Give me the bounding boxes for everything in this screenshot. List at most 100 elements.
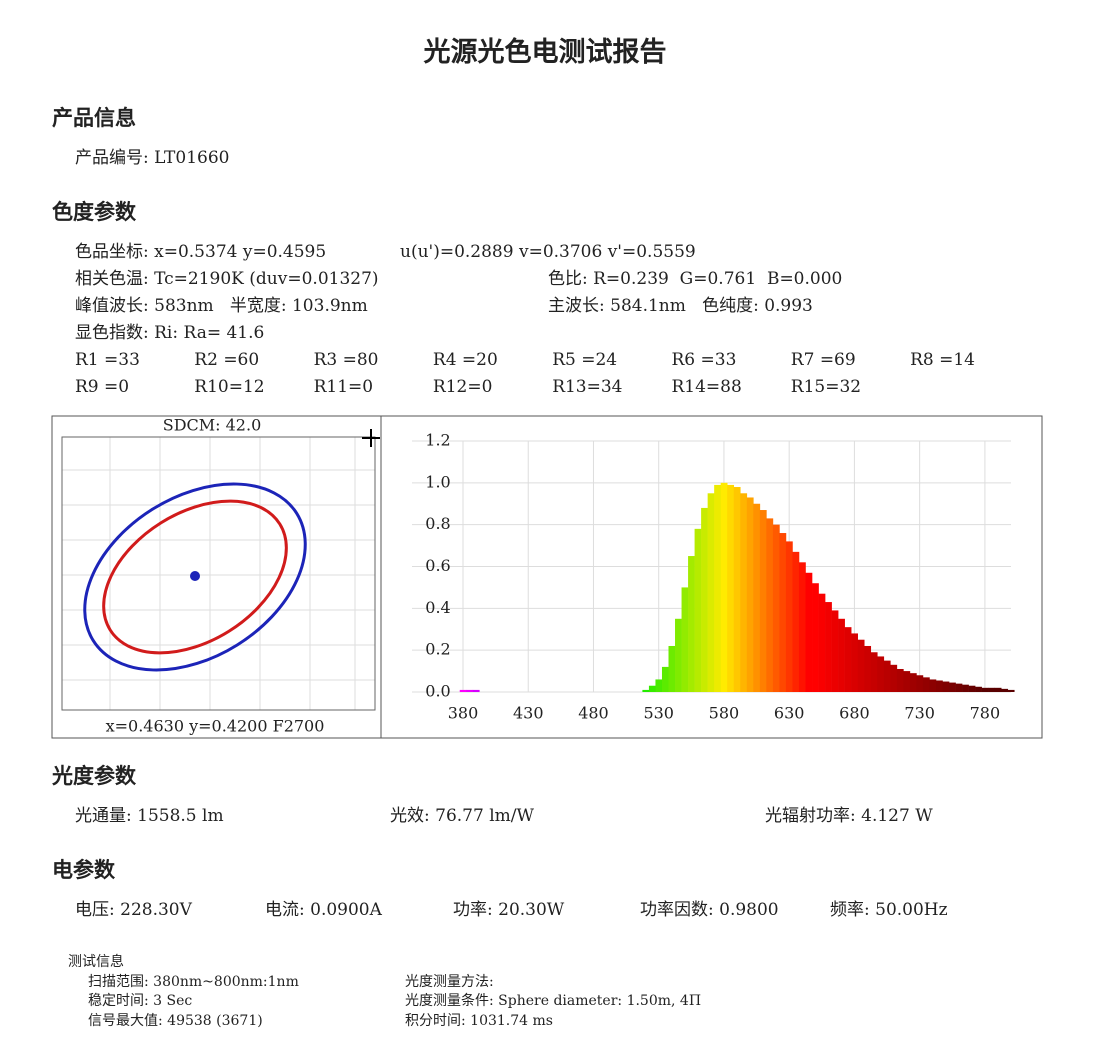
spectrum-bar: [883, 660, 891, 692]
spectrum-bar: [688, 556, 695, 692]
y-tick-label: 1.0: [425, 472, 450, 491]
spectrum-bar: [701, 507, 708, 692]
spectrum-bar: [877, 656, 885, 692]
spectrum-bar: [714, 484, 721, 692]
spectrum-bar: [962, 684, 969, 692]
param-line: 光通量: 1558.5 lm: [75, 806, 224, 826]
info-line: 信号最大值: 49538 (3671): [88, 1013, 263, 1029]
info-heading: 测试信息: [68, 954, 124, 970]
sdcm-title: SDCM: 42.0: [163, 416, 262, 435]
spectrum-bar: [675, 618, 682, 692]
spectrum-bar: [949, 682, 956, 692]
param-line: 电压: 228.30V: [75, 900, 192, 920]
y-tick-label: 0.8: [425, 514, 450, 533]
ri-value: R3 =80: [313, 350, 379, 370]
param-line: 显色指数: Ri: Ra= 41.6: [75, 323, 265, 343]
param-line: 电流: 0.0900A: [265, 900, 382, 920]
info-line: 光度测量条件: Sphere diameter: 1.50m, 4Π: [405, 993, 702, 1009]
spectrum-bar: [994, 687, 1002, 692]
sdcm-caption: x=0.4630 y=0.4200 F2700: [106, 717, 325, 736]
param-line: 光辐射功率: 4.127 W: [765, 806, 933, 826]
spectrum-bar: [466, 689, 474, 692]
param-line: 相关色温: Tc=2190K (duv=0.01327): [75, 269, 379, 289]
info-line: 扫描范围: 380nm~800nm:1nm: [88, 974, 299, 990]
param-line: 功率因数: 0.9800: [640, 900, 779, 920]
spectrum-bar: [896, 668, 904, 692]
spectrum-bar: [694, 528, 702, 692]
spectrum-bar: [1001, 688, 1009, 692]
spectrum-bar: [753, 503, 761, 692]
spectrum-bar: [916, 675, 924, 692]
x-tick-label: 680: [839, 704, 870, 723]
spectrum-bar: [772, 524, 780, 692]
param-line: 峰值波长: 583nm 半宽度: 103.9nm: [75, 296, 368, 316]
param-line: u(u')=0.2889 v=0.3706 v'=0.5559: [400, 242, 696, 262]
y-tick-label: 1.2: [425, 431, 450, 450]
spectrum-bar: [988, 687, 995, 692]
section-heading: 产品信息: [52, 106, 136, 130]
sdcm-grid: [62, 437, 375, 710]
spectrum-bar: [707, 493, 715, 692]
info-line: 稳定时间: 3 Sec: [88, 993, 193, 1009]
spectrum-bar: [838, 618, 845, 692]
x-tick-label: 780: [970, 704, 1001, 723]
report-title: 光源光色电测试报告: [423, 37, 667, 68]
param-line: 色比: R=0.239 G=0.761 B=0.000: [548, 269, 843, 289]
spectrum-bar: [798, 562, 806, 692]
ri-value: R10=12: [194, 377, 265, 397]
spectrum-bar: [459, 689, 467, 692]
ri-value: R6 =33: [671, 350, 737, 370]
spectrum-bar: [825, 602, 832, 692]
spectrum-bar: [642, 689, 650, 692]
chart-frame: [51, 415, 1043, 739]
spectrum-bar: [812, 583, 819, 692]
spectrum-bar: [681, 587, 689, 692]
param-line: 色品坐标: x=0.5374 y=0.4595: [75, 242, 327, 262]
spectrum-bar: [648, 685, 656, 692]
spectrum-bar: [472, 689, 480, 692]
y-tick-label: 0.2: [425, 640, 450, 659]
spectrum-bar: [668, 645, 676, 692]
ri-value: R1 =33: [75, 350, 140, 370]
ri-value: R7 =69: [790, 350, 856, 370]
spectrum-bar: [929, 679, 937, 692]
spectrum-bar: [922, 677, 930, 692]
y-tick-label: 0.6: [425, 556, 450, 575]
y-tick-label: 0.4: [425, 598, 450, 617]
section-heading: 光度参数: [52, 764, 136, 788]
ri-value: R11=0: [313, 377, 374, 397]
ri-value: R8 =14: [910, 350, 975, 370]
spectrum-bar: [779, 533, 787, 692]
param-line: 主波长: 584.1nm 色纯度: 0.993: [548, 296, 813, 316]
spectrum-bar: [1007, 689, 1015, 692]
spectrum-bar: [890, 664, 898, 692]
spectrum-bar: [655, 679, 663, 692]
spectrum-bar: [942, 681, 950, 692]
spectrum-bar: [746, 497, 754, 692]
x-tick-label: 580: [709, 704, 740, 723]
spectrum-bar: [935, 680, 943, 692]
spectrum-bar: [661, 666, 669, 692]
sdcm-outer-ellipse: [83, 482, 307, 672]
x-tick-label: 730: [904, 704, 935, 723]
sdcm-inner-ellipse: [102, 499, 288, 655]
ri-value: R2 =60: [194, 350, 260, 370]
spectrum-bar: [981, 687, 989, 692]
ri-value: R15=32: [790, 377, 862, 397]
ri-value: R9 =0: [75, 377, 130, 397]
y-tick-label: 0.0: [425, 682, 450, 701]
x-tick-label: 380: [448, 704, 479, 723]
spectrum-bar: [740, 493, 748, 692]
spectrum-bar: [792, 551, 800, 692]
spectrum-bar: [975, 686, 982, 692]
spectrum-bar: [955, 683, 963, 692]
param-line: 光效: 76.77 lm/W: [390, 806, 534, 826]
param-line: 频率: 50.00Hz: [830, 900, 948, 920]
x-tick-label: 530: [643, 704, 674, 723]
ri-value: R12=0: [432, 377, 493, 397]
sdcm-plot-frame: [61, 436, 376, 711]
section-heading: 色度参数: [52, 200, 136, 224]
spectrum-bar: [759, 510, 767, 692]
ri-value: R4 =20: [432, 350, 498, 370]
